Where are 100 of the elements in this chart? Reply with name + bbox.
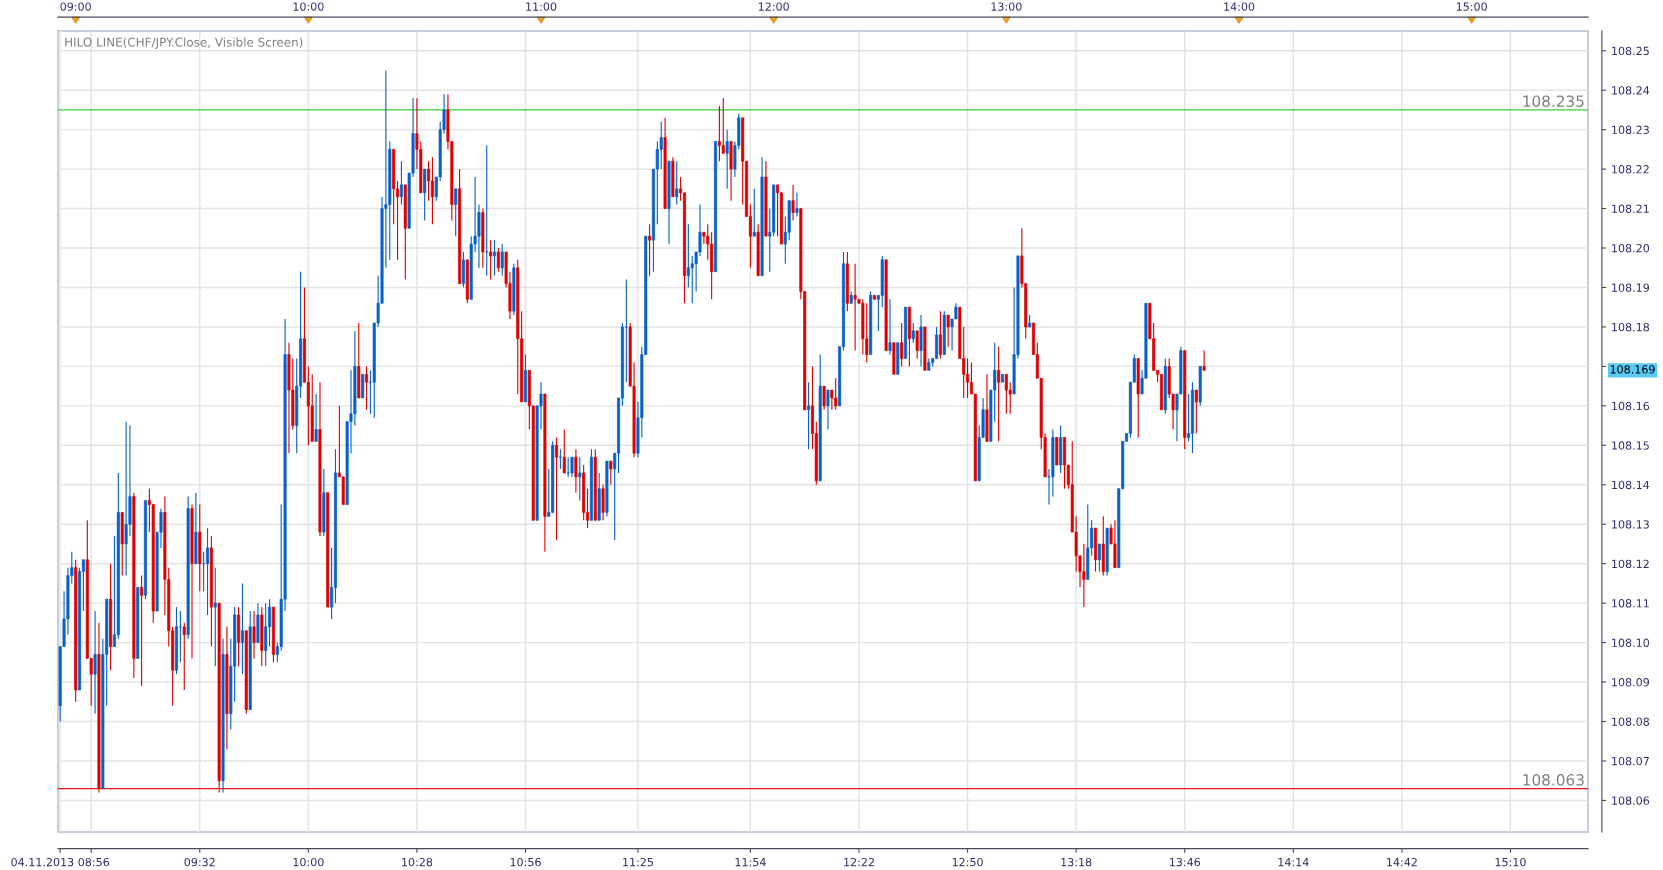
candlestick [206,527,210,616]
y-tick-label: 108.15 [1612,441,1649,450]
y-tick-label: 108.14 [1612,480,1650,490]
y-tick-label: 108.18 [1612,322,1650,332]
candlestick [946,314,950,348]
x-tick-label: 11:54 [735,858,766,867]
candlestick [399,160,403,206]
x-tick-label: 15:10 [1495,857,1526,867]
candlestick [826,389,830,431]
candlestick [888,298,892,356]
candlestick [966,357,970,399]
y-tick-label: 108.16 [1612,401,1650,411]
candlestick [865,302,869,364]
y-tick-label: 108.22 [1612,165,1649,174]
candlestick [423,168,427,221]
y-tick-label: 108.19 [1612,283,1650,292]
candlestick [1194,389,1198,435]
candlestick [558,448,562,470]
candlestick [795,192,799,218]
x-tick-label: 10:56 [510,857,541,867]
x2-tick-label: 11:00 [526,2,557,11]
y-tick-label: 108.25 [1612,46,1649,56]
x-tick-label: 14:42 [1387,857,1417,867]
candlestick [500,243,504,277]
candlestick [93,610,97,715]
annotation: HILO LINE(CHF/JPY.Close, Visible Screen) [65,37,303,49]
candlestick [140,574,144,687]
candlestick [717,105,721,162]
candlestick [714,140,718,273]
candlestick [485,144,489,277]
candlestick [938,310,942,360]
x2-tick-label: 12:00 [758,2,789,11]
candlestick [361,373,365,399]
candlestick [124,421,128,577]
text: 108.169 [1610,365,1655,374]
x2-tick-label: 09:00 [60,2,91,11]
candlestick [807,381,811,450]
y-tick-label: 108.23 [1612,125,1649,135]
candlestick [1202,350,1206,371]
candlestick [1004,373,1008,415]
candlestick [752,188,756,237]
candlestick [264,602,268,667]
x2-tick-label: 13:00 [991,2,1022,11]
y-tick-label: 108.24 [1612,86,1650,95]
candlestick [853,263,857,352]
candlestick [601,484,605,521]
candlestick [574,448,578,494]
candlestick [562,428,566,474]
candlestick [268,598,272,648]
candlestick [682,192,686,304]
candlestick [1082,543,1086,608]
candlestick [454,188,458,237]
y-tick-label: 108.21 [1612,204,1649,213]
candlestick [911,322,915,344]
y-tick-label: 108.09 [1612,678,1650,687]
x-tick-label: 11:25 [623,857,653,867]
y-tick-label: 108.13 [1612,520,1649,529]
x-tick-label: 10:28 [402,857,433,867]
x-tick-label: 14:14 [1278,858,1309,867]
candlestick [252,610,256,659]
candlestick [174,606,178,675]
candlestick [496,247,500,273]
x2-tick-label: 14:00 [1224,2,1255,11]
candlestick [1097,543,1101,573]
candlestick [675,160,679,206]
candlestick [314,393,318,442]
candlestick [570,456,574,478]
x-tick-label: 12:50 [952,857,983,867]
y-tick-label: 108.06 [1612,796,1650,805]
candlestick [915,330,919,360]
x-tick-label: 12:22 [844,857,874,867]
ref-line-label: 108.235 [1523,95,1584,107]
candlestick [489,239,493,281]
candlestick [202,551,206,592]
y-tick-label: 108.10 [1612,638,1650,647]
candlestick [523,354,527,403]
x2-tick-label: 10:00 [293,2,324,11]
candlestick [834,377,838,411]
x-tick-label: 13:46 [1169,857,1201,867]
y-tick-label: 108.11 [1612,599,1649,608]
y-tick-label: 108.08 [1612,717,1650,726]
candlestick [609,460,613,486]
candlestick [648,223,652,277]
y-tick-label: 108.20 [1612,243,1650,253]
candlestick [725,129,729,190]
candlestick [822,385,826,411]
candlestick [555,436,559,541]
candlestick [492,239,496,277]
candlestick [919,314,923,367]
x2-tick-label: 15:00 [1456,2,1487,11]
candlestick [213,567,217,667]
x-tick-label: 10:00 [293,857,324,867]
candlestick [566,456,570,478]
y-tick-label: 108.07 [1612,756,1649,766]
candlestick [578,456,582,502]
y-tick-label: 108.12 [1612,559,1649,569]
x-tick-label: 09:32 [184,857,215,867]
ref-line-label: 108.063 [1523,774,1584,786]
x-tick-label: 04.11.2013 08:56 [11,857,110,867]
candlestick [900,322,904,367]
